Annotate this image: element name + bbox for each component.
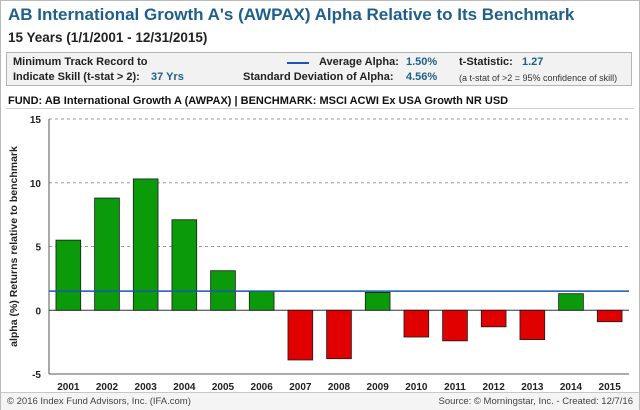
chart-subtitle: 15 Years (1/1/2001 - 12/31/2015) <box>8 30 208 45</box>
footer-source: Source: © Morningstar, Inc. - Created: 1… <box>438 396 633 407</box>
x-tick-label: 2005 <box>212 382 235 391</box>
std-alpha-value: 4.56% <box>406 71 438 83</box>
tstat-value: 1.27 <box>522 56 544 68</box>
bar-2015 <box>596 309 623 323</box>
footer: © 2016 Index Fund Advisors, Inc. (IFA.co… <box>1 392 639 410</box>
bar-2008 <box>326 309 352 360</box>
fund-benchmark-line: FUND: AB International Growth A (AWPAX) … <box>8 95 509 107</box>
x-tick-label: 2006 <box>251 382 274 391</box>
x-tick-label: 2014 <box>560 382 583 391</box>
min-track-label-1: Minimum Track Record to <box>13 56 148 68</box>
bar-2009 <box>364 291 391 311</box>
y-tick-label: 10 <box>30 179 42 190</box>
x-tick-label: 2012 <box>483 382 506 391</box>
y-tick-label: -5 <box>32 370 41 381</box>
tstat-note: (a t-stat of >2 = 95% confidence of skil… <box>459 73 618 83</box>
x-tick-label: 2007 <box>289 382 312 391</box>
min-track-value: 37 Yrs <box>151 71 184 83</box>
bar-2006 <box>248 290 275 311</box>
bar-2002 <box>94 197 120 311</box>
footer-copyright: © 2016 Index Fund Advisors, Inc. (IFA.co… <box>7 396 191 407</box>
std-alpha-label: Standard Deviation of Alpha: <box>243 71 394 83</box>
x-tick-label: 2004 <box>173 382 196 391</box>
bar-2007 <box>287 309 314 361</box>
x-tick-label: 2010 <box>405 382 428 391</box>
x-tick-label: 2003 <box>135 382 158 391</box>
x-tick-label: 2009 <box>367 382 390 391</box>
x-tick-label: 2002 <box>96 382 119 391</box>
average-alpha-legend-line <box>287 62 309 64</box>
y-tick-label: 15 <box>30 115 42 126</box>
bar-2014 <box>558 293 584 311</box>
x-tick-label: 2011 <box>444 382 466 391</box>
bar-2012 <box>480 309 507 328</box>
bar-2010 <box>403 309 430 338</box>
separator <box>6 108 634 109</box>
stats-box: Minimum Track Record to Indicate Skill (… <box>6 52 632 86</box>
avg-alpha-value: 1.50% <box>406 56 438 68</box>
bar-2013 <box>519 309 546 340</box>
x-tick-label: 2013 <box>521 382 544 391</box>
x-tick-label: 2008 <box>328 382 351 391</box>
x-tick-label: 2015 <box>599 382 622 391</box>
chart-title: AB International Growth A's (AWPAX) Alph… <box>8 5 575 24</box>
y-tick-label: 5 <box>35 243 41 254</box>
bar-2001 <box>55 239 82 311</box>
x-tick-label: 2001 <box>57 382 80 391</box>
min-track-label-2: Indicate Skill (t-stat > 2): <box>13 71 140 83</box>
bar-2004 <box>171 219 198 311</box>
bar-2003 <box>132 178 159 311</box>
tstat-label: t-Statistic: <box>459 56 513 68</box>
alpha-bar-chart: -5 0 5 10 15 alpha (%) Returns relative to be… <box>8 115 629 391</box>
bar-2011 <box>442 309 468 342</box>
y-axis-label: alpha (%) Returns relative to benchmark <box>8 146 20 347</box>
y-tick-label: 0 <box>35 306 41 317</box>
avg-alpha-label: Average Alpha: <box>319 56 399 68</box>
